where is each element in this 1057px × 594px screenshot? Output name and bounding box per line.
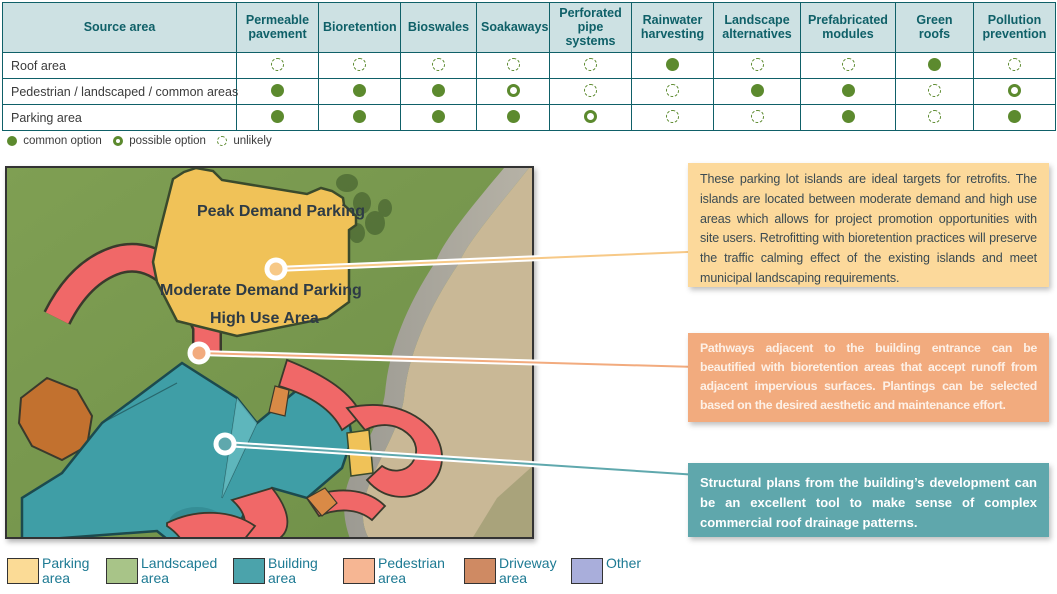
- svg-text:High Use Area: High Use Area: [210, 310, 319, 327]
- svg-text:Moderate Demand Parking: Moderate Demand Parking: [160, 282, 362, 299]
- svg-text:Peak Demand Parking: Peak Demand Parking: [197, 203, 365, 220]
